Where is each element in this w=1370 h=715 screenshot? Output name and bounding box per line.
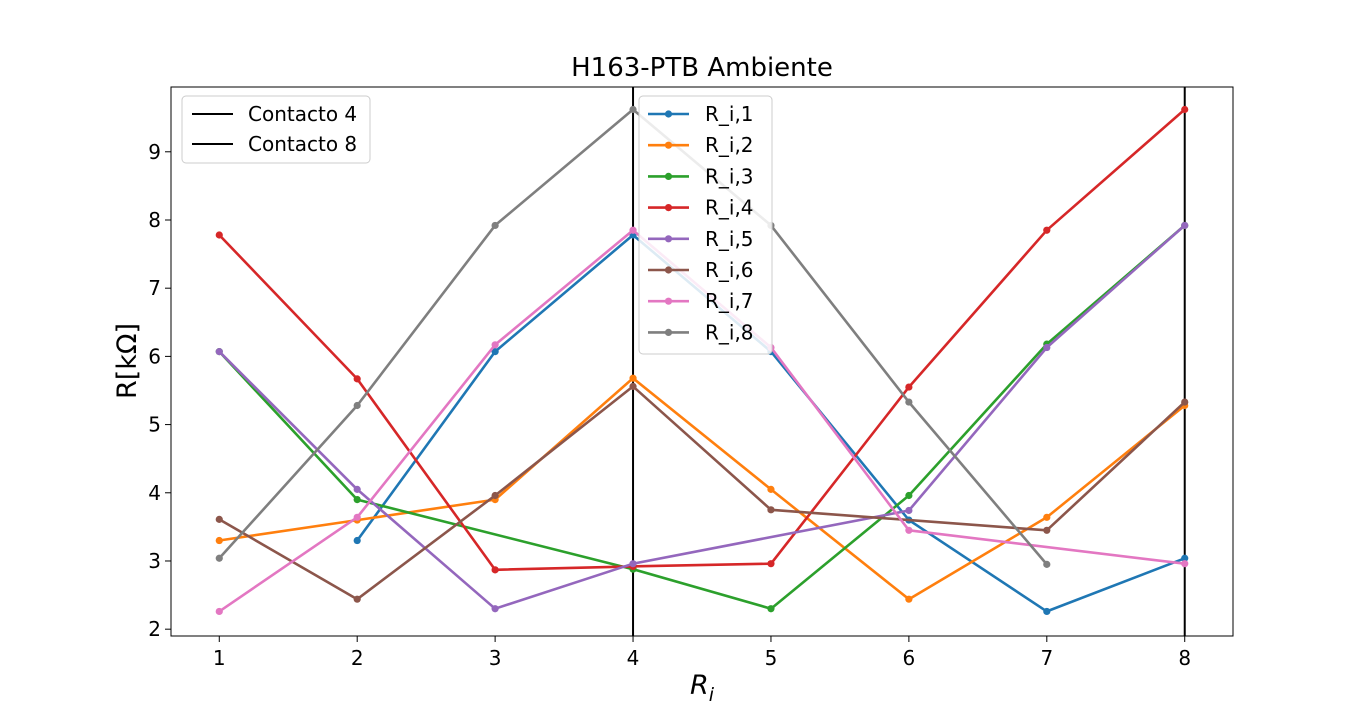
series-8 <box>215 105 1051 568</box>
data-point <box>491 491 499 500</box>
data-point <box>629 560 637 568</box>
data-point <box>353 595 361 603</box>
series-line <box>218 385 1186 601</box>
x-tick-label: 6 <box>903 646 916 670</box>
y-tick-label: 7 <box>148 276 161 300</box>
data-point <box>1043 513 1051 521</box>
legend-marker <box>664 297 673 305</box>
y-tick-label: 5 <box>148 413 161 437</box>
y-tick-label: 8 <box>148 208 161 232</box>
data-point <box>767 485 775 493</box>
series-5 <box>215 221 1189 613</box>
data-point <box>905 526 913 534</box>
data-point <box>1181 221 1189 230</box>
data-point <box>1043 607 1051 616</box>
x-tick-label: 8 <box>1178 646 1191 670</box>
legend-marker <box>664 110 673 118</box>
data-point <box>215 607 223 616</box>
data-point <box>491 221 499 230</box>
x-tick-label: 1 <box>213 646 226 670</box>
data-point <box>905 506 913 515</box>
axes-frame <box>170 86 1234 637</box>
data-point <box>353 375 361 383</box>
data-point <box>491 605 499 613</box>
legend-label: Contacto 4 <box>248 102 357 126</box>
data-point <box>1181 105 1189 114</box>
series-6 <box>215 382 1189 603</box>
data-point <box>353 513 361 521</box>
legend-label: R_i,4 <box>705 196 754 220</box>
data-point <box>1181 554 1189 562</box>
legend-label: R_i,2 <box>705 133 754 157</box>
data-point <box>1043 343 1051 352</box>
data-point <box>767 560 775 568</box>
data-point <box>353 485 361 493</box>
data-point <box>353 401 361 410</box>
data-point <box>905 383 913 391</box>
data-point <box>905 491 913 500</box>
legend-marker <box>664 204 673 212</box>
legend-label: R_i,1 <box>705 102 754 126</box>
x-tick-label: 3 <box>489 646 502 670</box>
data-point <box>1043 526 1051 534</box>
legend-label: R_i,8 <box>705 320 754 344</box>
data-point <box>353 536 361 545</box>
legend-marker <box>664 266 673 274</box>
chart-title: H163-PTB Ambiente <box>571 53 833 83</box>
plot-area: 1 2 3 4 5 6 7 8 2 3 4 5 6 7 8 9 <box>148 86 1234 670</box>
x-tick-label: 7 <box>1040 646 1053 670</box>
y-tick-label: 3 <box>148 549 161 573</box>
legend-label: R_i,7 <box>705 289 754 313</box>
data-point <box>629 226 637 234</box>
legend-label: R_i,6 <box>705 258 754 282</box>
data-point <box>1043 560 1051 568</box>
y-tick-label: 4 <box>148 481 161 505</box>
data-point <box>1043 226 1051 234</box>
legend-marker <box>664 172 673 180</box>
x-tick-label: 2 <box>351 646 364 670</box>
legend-marker <box>664 235 673 243</box>
legend-marker <box>664 141 673 149</box>
data-point <box>1181 398 1189 406</box>
data-point <box>629 374 637 382</box>
data-point <box>905 398 913 406</box>
data-point <box>1181 560 1189 568</box>
y-tick-label: 6 <box>148 344 161 368</box>
legend-marker <box>664 328 673 336</box>
data-point <box>767 506 775 514</box>
x-tick-label: 5 <box>765 646 778 670</box>
legend-frame <box>638 95 773 355</box>
data-point <box>215 231 223 239</box>
data-point <box>629 382 637 390</box>
legend-label: R_i,5 <box>705 227 754 251</box>
legend-label: Contacto 8 <box>248 132 357 156</box>
legend-label: R_i,3 <box>705 164 754 188</box>
data-point <box>215 536 223 545</box>
series-line <box>218 108 1186 572</box>
data-point <box>353 496 361 504</box>
x-axis-label: Ri <box>690 670 715 706</box>
y-tick-label: 2 <box>148 617 161 641</box>
data-point <box>767 605 775 613</box>
data-point <box>215 348 223 356</box>
y-axis-label: R[kΩ] <box>112 323 143 399</box>
data-point <box>215 554 223 562</box>
data-point <box>491 341 499 349</box>
data-point <box>491 566 499 574</box>
series-line <box>219 376 1186 601</box>
series-2 <box>215 374 1189 603</box>
y-tick-label: 9 <box>148 140 161 164</box>
data-point <box>491 348 499 356</box>
data-point <box>215 515 223 523</box>
data-point <box>905 595 913 603</box>
data-point <box>629 105 637 114</box>
x-tick-label: 4 <box>627 646 640 670</box>
series-legend: R_i,1 R_i,2 R_i,3 R_i,4 R_i,5 R_i,6 R_i,7 R_i,8 <box>638 95 773 355</box>
vline-legend: Contacto 4 Contacto 8 <box>181 95 371 164</box>
series-7 <box>215 226 1189 616</box>
legend-frame <box>181 95 371 164</box>
